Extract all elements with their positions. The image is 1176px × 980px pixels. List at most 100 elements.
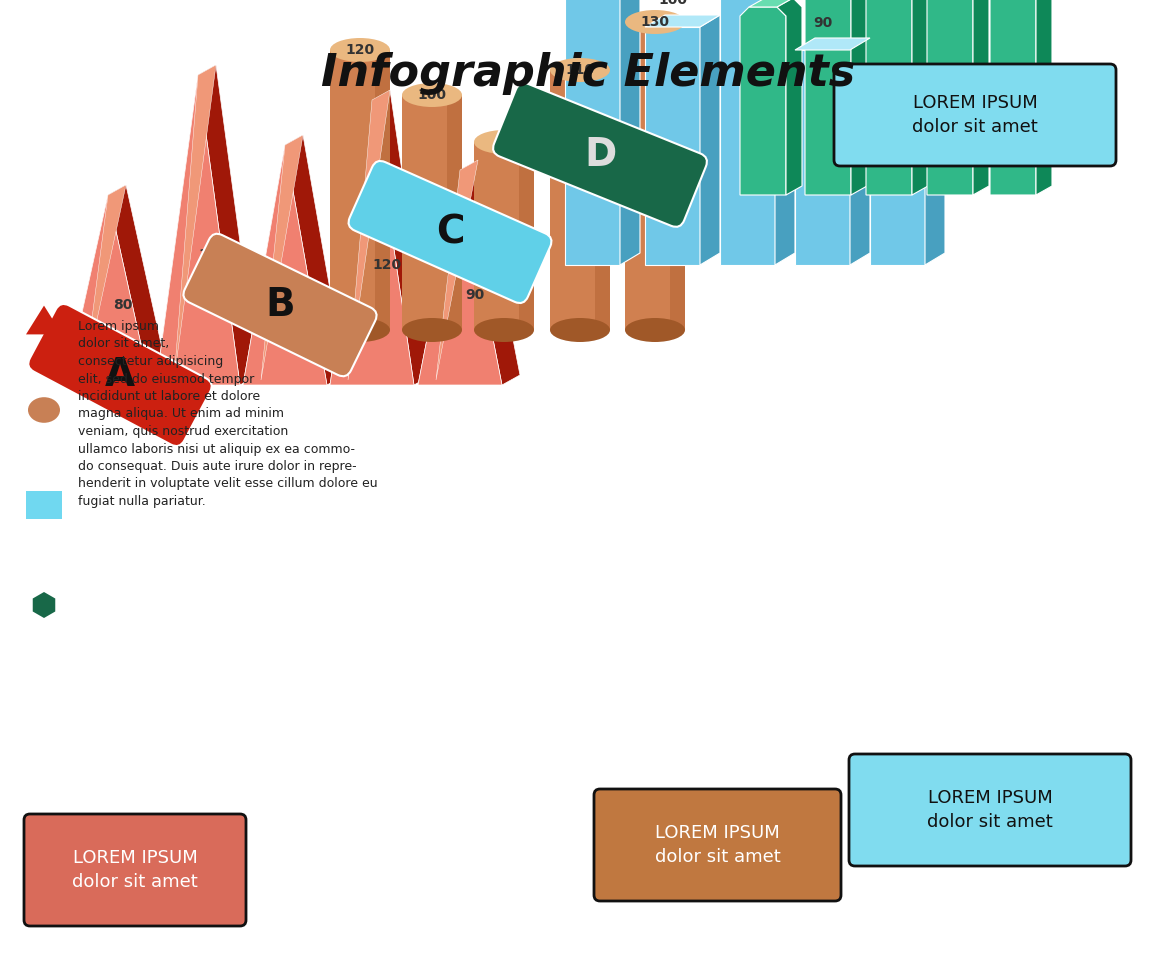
Polygon shape (348, 90, 390, 380)
Polygon shape (402, 95, 417, 330)
Text: 100: 100 (286, 277, 314, 291)
Polygon shape (903, 0, 928, 195)
Polygon shape (198, 65, 258, 385)
FancyBboxPatch shape (849, 754, 1131, 866)
Ellipse shape (550, 58, 610, 82)
Polygon shape (777, 0, 802, 195)
Text: A: A (105, 356, 135, 394)
Ellipse shape (474, 130, 534, 154)
Polygon shape (866, 0, 913, 195)
Polygon shape (842, 0, 867, 195)
Polygon shape (108, 185, 168, 385)
Polygon shape (624, 22, 640, 330)
Ellipse shape (330, 318, 390, 342)
Polygon shape (26, 306, 62, 334)
Polygon shape (700, 15, 720, 265)
Text: 100: 100 (417, 88, 447, 102)
Polygon shape (644, 15, 720, 27)
Ellipse shape (624, 318, 684, 342)
Polygon shape (330, 50, 345, 330)
Polygon shape (519, 142, 534, 330)
Text: C: C (436, 213, 465, 251)
Polygon shape (243, 135, 303, 385)
Ellipse shape (28, 397, 60, 422)
Bar (330, 50, 390, 330)
Text: Lorem ipsum
dolor sit amet,
consectetur adipisicing
elit, sed do eiusmod tempor
: Lorem ipsum dolor sit amet, consectetur … (78, 320, 377, 508)
Bar (474, 142, 534, 330)
Polygon shape (795, 38, 870, 50)
Text: Infographic Elements: Infographic Elements (321, 52, 855, 95)
Polygon shape (261, 135, 303, 380)
Text: 100: 100 (659, 0, 687, 7)
FancyBboxPatch shape (28, 304, 212, 446)
Text: 120: 120 (346, 43, 375, 57)
Polygon shape (670, 22, 684, 330)
Text: 130: 130 (641, 15, 669, 29)
Polygon shape (66, 195, 151, 385)
Polygon shape (330, 100, 414, 385)
Ellipse shape (402, 83, 462, 107)
Text: 110: 110 (566, 63, 595, 77)
Polygon shape (720, 0, 775, 265)
Polygon shape (1027, 0, 1053, 195)
Polygon shape (775, 0, 795, 265)
Polygon shape (749, 0, 793, 7)
Ellipse shape (402, 318, 462, 342)
Polygon shape (550, 70, 564, 330)
Polygon shape (436, 160, 477, 380)
Polygon shape (964, 0, 989, 195)
Bar (624, 22, 684, 330)
Polygon shape (474, 142, 489, 330)
FancyBboxPatch shape (24, 814, 246, 926)
Polygon shape (156, 75, 240, 385)
FancyBboxPatch shape (348, 161, 552, 303)
Polygon shape (795, 50, 850, 265)
Text: LOREM IPSUM
dolor sit amet: LOREM IPSUM dolor sit amet (913, 94, 1038, 136)
FancyBboxPatch shape (183, 233, 376, 376)
Polygon shape (620, 0, 640, 265)
Text: D: D (583, 136, 616, 174)
Polygon shape (850, 38, 870, 265)
Polygon shape (83, 185, 126, 380)
Bar (402, 95, 462, 330)
Ellipse shape (624, 10, 684, 34)
Polygon shape (460, 160, 520, 385)
Polygon shape (644, 27, 700, 265)
Polygon shape (66, 185, 126, 385)
Ellipse shape (550, 318, 610, 342)
Text: 120: 120 (372, 259, 401, 272)
Polygon shape (447, 95, 462, 330)
Polygon shape (926, 0, 946, 265)
Bar (550, 70, 610, 330)
Polygon shape (740, 7, 786, 195)
Text: 90: 90 (813, 16, 833, 30)
Polygon shape (372, 90, 432, 385)
Text: 130: 130 (199, 248, 227, 262)
Text: LOREM IPSUM
dolor sit amet: LOREM IPSUM dolor sit amet (927, 789, 1053, 831)
Polygon shape (156, 65, 216, 385)
Polygon shape (990, 0, 1036, 195)
Polygon shape (33, 592, 55, 618)
Text: 80: 80 (494, 135, 514, 149)
Ellipse shape (330, 38, 390, 62)
Ellipse shape (474, 318, 534, 342)
Polygon shape (375, 50, 390, 330)
Polygon shape (330, 90, 390, 385)
Polygon shape (243, 145, 327, 385)
Text: 90: 90 (465, 288, 485, 302)
Text: LOREM IPSUM
dolor sit amet: LOREM IPSUM dolor sit amet (655, 824, 781, 865)
Polygon shape (174, 65, 216, 380)
Polygon shape (564, 0, 620, 265)
FancyBboxPatch shape (834, 64, 1116, 166)
Text: 80: 80 (113, 298, 133, 313)
Polygon shape (806, 0, 851, 195)
Text: B: B (265, 286, 295, 324)
Polygon shape (417, 160, 477, 385)
Polygon shape (417, 170, 502, 385)
Polygon shape (870, 0, 926, 265)
Polygon shape (927, 0, 973, 195)
Text: LOREM IPSUM
dolor sit amet: LOREM IPSUM dolor sit amet (72, 850, 198, 891)
FancyBboxPatch shape (594, 789, 841, 901)
Polygon shape (595, 70, 610, 330)
Polygon shape (285, 135, 345, 385)
